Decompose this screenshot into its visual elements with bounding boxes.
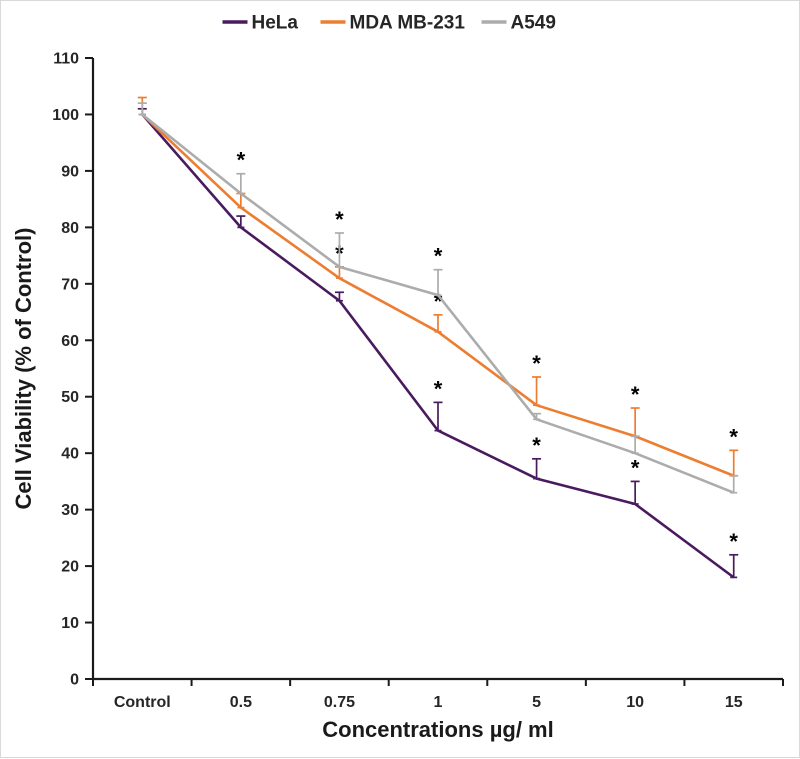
- significance-asterisk-hela: *: [631, 455, 640, 480]
- y-tick-label: 80: [61, 220, 79, 237]
- y-tick-label: 30: [61, 502, 79, 519]
- x-tick-label: 10: [626, 694, 644, 711]
- legend-label-a549: A549: [511, 13, 556, 34]
- significance-asterisk-hela: *: [434, 376, 443, 401]
- x-tick-label: 0.75: [324, 694, 355, 711]
- significance-asterisk-hela: *: [729, 529, 738, 554]
- legend-label-hela: HeLa: [252, 13, 299, 34]
- x-tick-label: Control: [114, 694, 171, 711]
- x-tick-label: 1: [434, 694, 443, 711]
- y-tick-label: 110: [53, 51, 79, 68]
- series-line-hela: [141, 113, 735, 579]
- y-tick-label: 50: [61, 389, 79, 406]
- significance-asterisk-mda-mb-231: *: [729, 424, 738, 449]
- significance-asterisk-a549: *: [434, 244, 443, 269]
- legend-label-mda-mb-231: MDA MB-231: [350, 13, 466, 34]
- y-tick-label: 0: [70, 672, 79, 689]
- significance-asterisk-hela: *: [532, 433, 541, 458]
- y-tick-label: 70: [61, 276, 79, 293]
- x-axis-title: Concentrations µg/ ml: [322, 717, 553, 742]
- significance-asterisk-mda-mb-231: *: [532, 351, 541, 376]
- x-tick-label: 5: [532, 694, 541, 711]
- significance-asterisk-a549: *: [237, 148, 246, 173]
- significance-asterisk-a549: *: [335, 207, 344, 232]
- x-tick-label: 0.5: [230, 694, 252, 711]
- y-tick-label: 10: [61, 615, 79, 632]
- significance-asterisk-mda-mb-231: *: [631, 382, 640, 407]
- y-tick-label: 90: [61, 163, 79, 180]
- significance-asterisk-mda-mb-231: *: [434, 289, 443, 314]
- y-axis-title: Cell Viability (% of Control): [11, 228, 36, 510]
- x-tick-label: 15: [725, 694, 743, 711]
- y-tick-label: 20: [61, 559, 79, 576]
- y-tick-label: 40: [61, 446, 79, 463]
- y-tick-label: 100: [52, 107, 79, 124]
- y-tick-label: 60: [61, 333, 79, 350]
